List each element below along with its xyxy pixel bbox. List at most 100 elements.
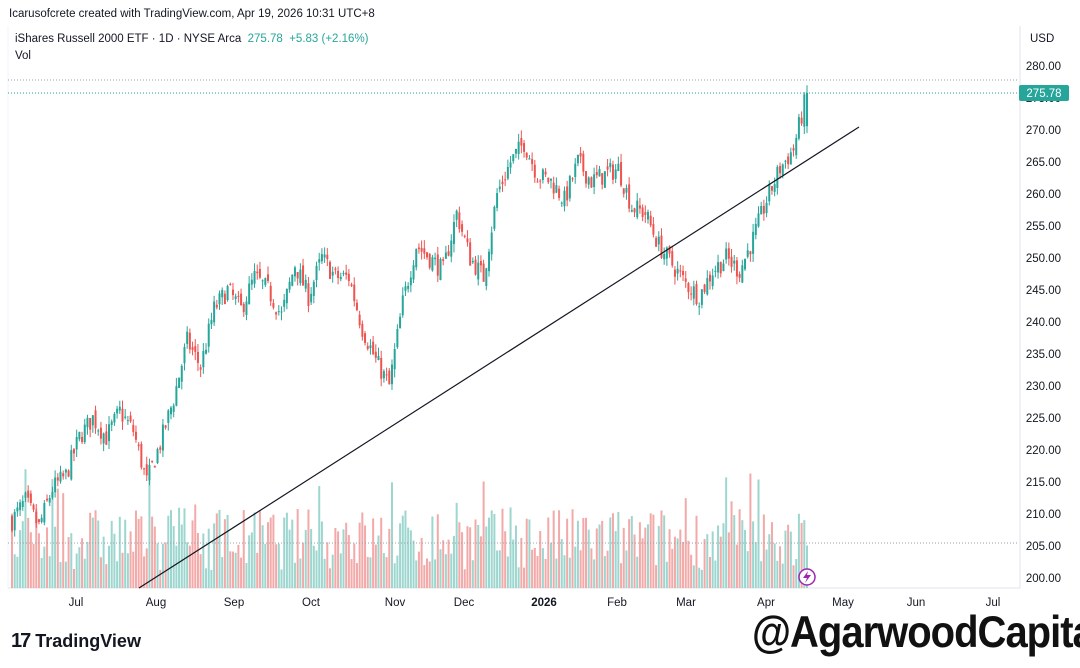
volume-bar [428,561,431,588]
volume-bar [404,510,407,588]
candle-body [501,181,504,185]
candle-body [331,271,334,276]
volume-bar [560,539,563,588]
volume-bar [245,563,248,588]
volume-bar [590,548,593,588]
candle-body [83,424,86,443]
volume-bar [372,518,375,588]
volume-bar [129,531,132,588]
candle-body [396,329,399,348]
chart-header: Icarusofcrete created with TradingView.c… [9,8,375,20]
volume-bar [727,532,730,588]
candle-body [140,443,143,468]
volume-bar [199,554,202,588]
price-tag-bg [1019,85,1069,102]
volume-bar [27,517,30,588]
volume-bar [719,536,722,588]
volume-bar [390,482,393,588]
volume-bar [768,534,771,588]
tradingview-logo[interactable]: 17 TradingView [11,630,141,653]
volume-bar [703,539,706,588]
candle-body [428,253,431,268]
volume-bar [652,514,655,588]
candle-body [170,407,172,415]
candle-body [264,278,267,285]
currency-label[interactable]: USD [1030,33,1055,45]
candle-body [380,357,383,379]
volume-bar [657,525,660,588]
volume-bar [512,539,515,588]
volume-bar [711,531,714,588]
candle-body [803,94,806,127]
y-tick-label: 245.00 [1026,285,1061,297]
y-tick-label: 235.00 [1026,349,1061,361]
candle-body [415,248,418,268]
volume-bar [277,543,280,588]
volume-bar [760,561,763,588]
candle-body [97,430,100,432]
volume-bar [797,513,800,588]
candle-body [350,284,353,286]
symbol-legend[interactable]: iShares Russell 2000 ETF · 1D · NYSE Arc… [15,33,369,45]
candle-body [762,205,765,214]
volume-bar [665,561,668,588]
candle-body [223,293,226,305]
volume-legend[interactable]: Vol [15,50,31,62]
volume-bar [617,512,620,588]
candle-body [175,386,178,406]
volume-bar [528,519,531,588]
candle-body [541,169,544,181]
candle-body [447,251,450,256]
volume-bar [735,544,738,588]
volume-bar [358,522,361,588]
candle-body [172,405,175,412]
candle-body [407,285,410,289]
volume-bar [223,519,226,588]
volume-bar [700,569,703,588]
x-tick-label: Aug [146,597,166,609]
volume-bar [323,558,326,588]
candle-body [735,260,738,277]
volume-bar [355,563,358,588]
volume-bar [611,513,614,588]
volume-bar [345,522,348,588]
candle-body [776,166,779,188]
candle-body [202,351,205,368]
candle-body [312,281,315,296]
volume-bar [253,512,256,588]
volume-bar [741,520,744,588]
volume-bar [660,510,663,588]
candle-body [302,265,305,286]
candle-body [326,254,329,260]
candle-body [277,311,280,313]
volume-bar [161,543,164,588]
candle-body [164,425,167,428]
volume-bar [409,530,412,588]
candle-body [768,184,771,202]
x-tick-label: Oct [302,597,321,609]
volume-bar [698,567,701,588]
volume-bar [401,515,404,588]
volume-bar [452,536,455,588]
volume-bar [795,559,798,588]
volume-bar [97,520,100,588]
candle-body [611,164,614,180]
volume-bar [304,529,307,588]
candle-body [649,215,652,226]
volume-bar [310,529,313,588]
volume-bar [40,557,43,588]
candle-body [587,177,590,185]
volume-bar [628,519,631,588]
volume-bar [493,513,496,588]
volume-bar [83,558,86,588]
volume-bar [393,563,396,588]
candle-body [727,248,730,259]
volume-bar [110,520,113,588]
volume-bar [178,507,181,588]
candle-body [423,248,426,254]
x-tick-label: Apr [757,597,775,609]
volume-bar [496,550,499,588]
volume-bar [773,543,776,588]
volume-bar [56,488,59,588]
